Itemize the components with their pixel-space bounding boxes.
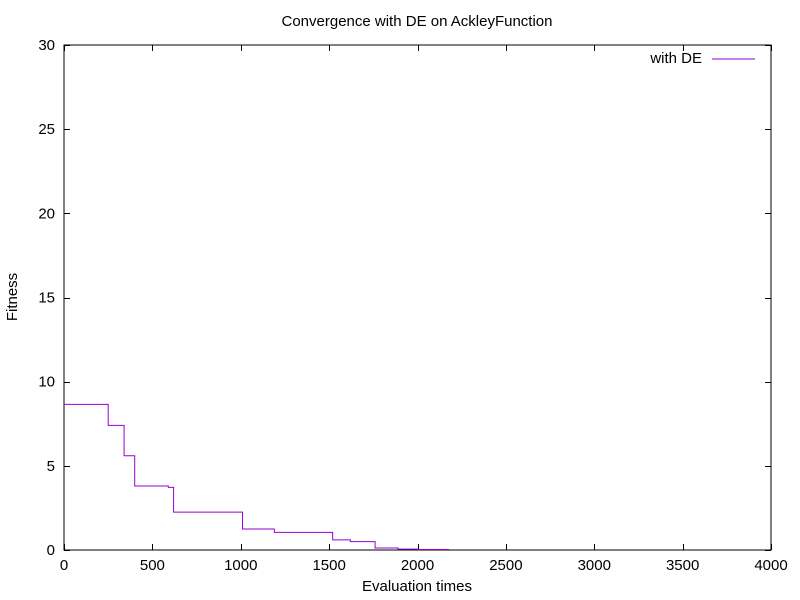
x-axis-label: Evaluation times (362, 578, 472, 595)
chart-title: Convergence with DE on AckleyFunction (282, 13, 553, 30)
y-tick-label: 15 (38, 290, 55, 307)
x-tick-label: 1500 (312, 557, 345, 574)
axis-ticks: 0 500 1000 1500 2000 2500 3000 3500 4000 0 5 10 15 20… (38, 37, 787, 574)
y-tick-label: 10 (38, 374, 55, 391)
axes (63, 44, 772, 551)
x-tick-label: 2000 (401, 557, 434, 574)
x-tick-label: 500 (140, 557, 165, 574)
x-tick-label: 3000 (578, 557, 611, 574)
x-tick-label: 3500 (666, 557, 699, 574)
y-tick-label: 25 (38, 121, 55, 138)
y-tick-label: 0 (47, 542, 55, 559)
y-tick-label: 5 (47, 458, 55, 475)
y-axis-label: Fitness (4, 273, 21, 321)
x-tick-label: 0 (60, 557, 68, 574)
series-line-0 (64, 403, 450, 550)
x-tick-label: 2500 (489, 557, 522, 574)
legend-label: with DE (649, 50, 702, 67)
plot-border (63, 44, 772, 551)
y-tick-label: 30 (38, 37, 55, 54)
y-tick-label: 20 (38, 205, 55, 222)
legend: with DE (649, 50, 755, 67)
x-tick-label: 1000 (224, 557, 257, 574)
x-tick-label: 4000 (754, 557, 787, 574)
series-group (64, 403, 450, 550)
